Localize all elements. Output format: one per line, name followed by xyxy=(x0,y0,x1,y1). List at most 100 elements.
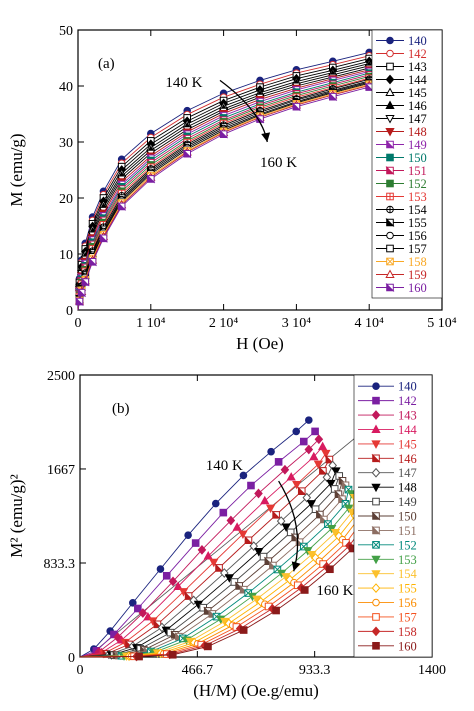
panel-a-x-tick-label: 0 xyxy=(75,316,82,331)
panel-b-point-146 xyxy=(297,486,307,496)
panel-a-legend-label: 155 xyxy=(408,216,427,230)
panel-b-legend: 1401421431441451461471481491501511521531… xyxy=(353,374,433,658)
panel-a-y-tick-label: 0 xyxy=(66,304,73,319)
panel-b-point-145 xyxy=(178,588,189,597)
panel-a-x-tick-label: 1 10⁴ xyxy=(136,316,166,331)
panel-a-y-tick-label: 50 xyxy=(59,24,73,39)
panel-a-panel-label: (a) xyxy=(98,56,115,72)
panel-b-legend-label: 152 xyxy=(398,538,417,552)
panel-a-y-tick-label: 10 xyxy=(59,248,73,263)
panel-b-legend-marker xyxy=(371,525,381,535)
panel-b-point-154 xyxy=(307,550,317,560)
panel-b-x-tick-label: 466.7 xyxy=(182,663,214,678)
panel-b-x-tick-label: 933.3 xyxy=(299,663,331,678)
panel-a-legend-label: 157 xyxy=(408,242,427,256)
panel-b-point-143 xyxy=(226,515,236,526)
panel-b-series-line-140 xyxy=(79,419,310,658)
panel-b-legend-label: 149 xyxy=(398,495,417,509)
panel-b-legend-marker xyxy=(371,570,381,579)
panel-b-point-140 xyxy=(305,416,313,424)
panel-a-y-axis-label: M (emu/g) xyxy=(7,133,26,206)
panel-a-legend-label: 152 xyxy=(408,177,427,191)
panel-a-legend-marker xyxy=(386,49,394,58)
panel-b-legend-marker xyxy=(372,497,380,506)
panel-b-point-153 xyxy=(344,504,354,514)
panel-a-y-tick-label: 40 xyxy=(59,80,73,95)
panel-b-legend-label: 155 xyxy=(398,582,417,596)
panel-b-point-143 xyxy=(304,444,314,455)
panel-b-legend-label: 140 xyxy=(398,380,417,394)
panel-a-x-tick-label: 5 10⁴ xyxy=(427,316,457,331)
panel-b-point-146 xyxy=(214,563,224,573)
panel-b-point-140 xyxy=(156,565,165,573)
panel-b-point-144 xyxy=(317,441,328,451)
panel-b-point-140 xyxy=(184,531,192,539)
panel-b-point-143 xyxy=(314,434,324,445)
panel-b-point-146 xyxy=(243,535,253,545)
panel-a-annotation: 160 K xyxy=(260,155,297,171)
panel-b-legend-marker xyxy=(372,598,380,607)
panel-a-legend-marker xyxy=(385,217,395,228)
panel-b-legend-marker xyxy=(372,541,380,549)
panel-b-legend-label: 156 xyxy=(398,596,417,610)
panel-a-legend-label: 148 xyxy=(408,125,427,139)
panel-b-annotation: 140 K xyxy=(206,458,243,474)
panel-b-legend-marker xyxy=(371,440,381,449)
panel-b-legend-label: 142 xyxy=(398,394,417,408)
panel-b-point-140 xyxy=(267,447,275,456)
panel-b-y-tick-label: 0 xyxy=(68,651,75,666)
panel-a-legend-marker xyxy=(386,36,394,45)
panel-a-legend-marker xyxy=(385,282,395,293)
panel-b-series-line-151 xyxy=(79,485,346,658)
panel-b-y-tick-label: 2500 xyxy=(47,369,75,384)
panel-b-point-145 xyxy=(238,530,248,540)
panel-a-legend-label: 158 xyxy=(408,255,427,269)
panel-b-point-142 xyxy=(311,427,319,436)
panel-a-legend-marker xyxy=(386,153,394,162)
panel-b-point-149 xyxy=(259,552,268,561)
panel-a-legend-label: 145 xyxy=(408,86,427,100)
panel-b-arrow xyxy=(278,480,299,572)
panel-b-point-160 xyxy=(135,652,143,661)
panel-a-legend-marker xyxy=(386,205,394,214)
panel-a-legend-marker xyxy=(385,139,395,150)
panel-b-point-144 xyxy=(260,495,270,505)
panel-a-point-160 xyxy=(291,102,301,112)
panel-a-legend-box xyxy=(371,29,443,299)
panel-a-point-160 xyxy=(219,129,229,139)
panel-a-legend-label: 150 xyxy=(408,151,427,165)
panel-b-legend-label: 160 xyxy=(398,639,417,653)
panel-a-legend-marker xyxy=(385,269,395,278)
panel-b-legend-marker xyxy=(371,453,381,463)
panel-a-legend-marker xyxy=(386,62,394,71)
panel-a-legend-label: 154 xyxy=(408,203,428,217)
panel-b-point-160 xyxy=(239,626,248,634)
panel-a-x-tick-label: 2 10⁴ xyxy=(209,316,239,331)
panel-b-chart: 0 466.7 933.3 1400 0 833.3 1667 2500 (H/M) (Oe.g… xyxy=(7,369,446,700)
panel-b-point-144 xyxy=(173,581,183,590)
panel-b-point-145 xyxy=(209,558,219,568)
panel-b-y-tick-label: 1667 xyxy=(47,463,75,478)
panel-b-point-160 xyxy=(300,586,309,594)
panel-b-point-142 xyxy=(247,481,255,490)
panel-a-legend-label: 146 xyxy=(408,99,427,113)
panel-b-point-148 xyxy=(331,467,341,476)
panel-a-legend: 1401421431441451461471481491501511521531… xyxy=(371,29,443,299)
panel-b-arrow-head xyxy=(291,561,301,572)
panel-b-x-tick-label: 1400 xyxy=(418,663,446,678)
panel-b-legend-label: 147 xyxy=(398,466,417,480)
panel-b-point-145 xyxy=(265,504,276,514)
panel-b-point-147 xyxy=(322,472,332,483)
panel-b-point-160 xyxy=(326,565,334,574)
panel-a-point-160 xyxy=(182,149,192,159)
panel-a-legend-label: 140 xyxy=(408,34,427,48)
panel-b-point-147 xyxy=(302,492,312,503)
panel-b-point-153 xyxy=(327,524,337,534)
panel-a-legend-marker xyxy=(385,128,395,137)
panel-a-legend-label: 159 xyxy=(408,268,427,282)
panel-b-point-144 xyxy=(286,472,296,481)
panel-a-legend-label: 151 xyxy=(408,164,427,178)
panel-a-y-tick-label: 20 xyxy=(59,192,73,207)
panel-b-point-160 xyxy=(272,606,280,615)
